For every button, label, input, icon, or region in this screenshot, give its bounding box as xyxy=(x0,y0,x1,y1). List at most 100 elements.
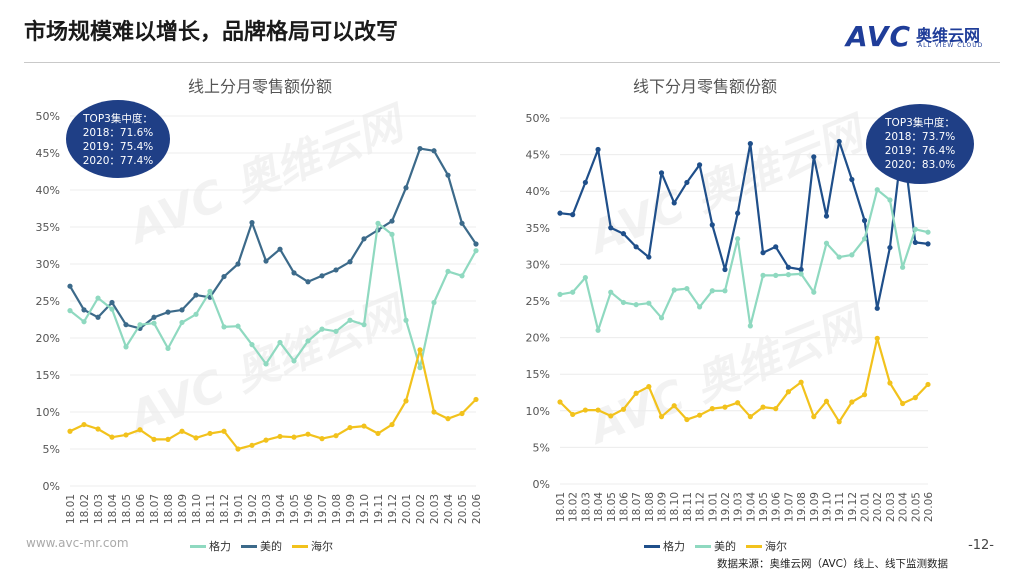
data-point xyxy=(595,407,601,413)
x-tick-label: 19.11 xyxy=(834,492,846,522)
data-point xyxy=(263,437,269,443)
data-point xyxy=(823,213,830,219)
x-tick-label: 20.04 xyxy=(898,492,910,522)
data-point xyxy=(747,414,753,420)
page-title: 市场规模难以增长，品牌格局可以改写 xyxy=(24,20,399,45)
data-point xyxy=(431,299,437,306)
legend-swatch xyxy=(695,544,711,548)
data-point xyxy=(193,292,199,298)
data-point xyxy=(646,254,652,260)
data-point xyxy=(773,244,779,250)
y-tick-label: 45% xyxy=(36,147,60,160)
series-line xyxy=(69,348,477,451)
x-tick-label: 18.05 xyxy=(606,492,618,522)
data-point xyxy=(459,410,465,417)
data-point xyxy=(874,305,880,311)
data-point xyxy=(333,267,339,273)
y-tick-label: 5% xyxy=(533,441,550,454)
data-point xyxy=(760,272,766,278)
data-point xyxy=(735,236,741,242)
data-point xyxy=(473,248,479,254)
data-point xyxy=(333,433,339,439)
bubble-line: 2019：76.4% xyxy=(884,145,956,157)
data-point xyxy=(67,283,73,289)
data-point xyxy=(123,344,129,350)
data-point xyxy=(151,320,157,326)
data-point xyxy=(137,427,143,433)
data-point xyxy=(823,240,830,246)
data-point xyxy=(836,254,842,260)
x-tick-label: 18.05 xyxy=(121,494,133,524)
data-point xyxy=(151,436,157,442)
data-point xyxy=(595,146,601,153)
data-point xyxy=(633,244,639,250)
data-point xyxy=(291,270,297,276)
legend-item: 美的 xyxy=(695,538,736,554)
x-tick-label: 18.02 xyxy=(568,492,580,522)
x-tick-label: 18.08 xyxy=(644,492,656,522)
data-point xyxy=(836,138,842,145)
data-point xyxy=(263,361,269,367)
x-tick-label: 18.07 xyxy=(631,492,643,522)
bubble-line: 2020：77.4% xyxy=(82,155,154,167)
data-point xyxy=(722,288,728,294)
data-point xyxy=(696,162,703,168)
logo-sub: ALL VIEW CLOUD xyxy=(918,42,984,49)
data-point xyxy=(646,384,652,390)
data-point xyxy=(671,287,677,293)
data-point xyxy=(305,431,311,437)
bubble-line: 2019：75.4% xyxy=(82,141,154,153)
data-point xyxy=(861,392,868,398)
x-tick-label: 19.05 xyxy=(758,492,770,522)
data-point xyxy=(925,241,931,247)
data-point xyxy=(887,197,893,203)
series-line xyxy=(559,188,929,332)
legend-item: 格力 xyxy=(190,538,231,554)
legend-swatch xyxy=(241,544,257,548)
chart-title: 线上分月零售额份额 xyxy=(188,77,332,96)
data-point xyxy=(81,319,87,325)
x-tick-label: 19.07 xyxy=(783,492,795,522)
data-point xyxy=(473,396,479,403)
x-tick-label: 19.11 xyxy=(373,494,385,524)
data-point xyxy=(109,434,115,440)
data-point xyxy=(431,409,437,415)
data-point xyxy=(773,272,779,278)
data-point xyxy=(811,154,817,160)
data-point xyxy=(81,421,87,428)
data-point xyxy=(658,315,665,321)
data-point xyxy=(193,311,199,317)
y-tick-label: 25% xyxy=(36,295,60,308)
offline-legend: 格力 美的 海尔 xyxy=(644,538,787,554)
data-point xyxy=(109,299,115,306)
y-tick-label: 10% xyxy=(36,406,60,419)
data-point xyxy=(925,381,931,388)
chart-title: 线下分月零售额份额 xyxy=(633,77,777,96)
online-legend: 格力 美的 海尔 xyxy=(190,538,333,554)
x-tick-label: 19.10 xyxy=(821,492,833,522)
data-point xyxy=(165,345,171,351)
series-line xyxy=(69,222,477,369)
legend-item: 海尔 xyxy=(292,538,333,554)
x-tick-label: 18.06 xyxy=(618,492,630,522)
data-point xyxy=(389,421,395,428)
data-point xyxy=(861,217,868,224)
data-point xyxy=(417,365,423,371)
legend-item: 海尔 xyxy=(746,538,787,554)
data-point xyxy=(403,398,409,404)
data-point xyxy=(811,289,817,295)
x-tick-label: 18.04 xyxy=(107,494,119,524)
data-point xyxy=(291,434,297,440)
data-point xyxy=(709,406,715,412)
y-tick-label: 20% xyxy=(526,332,550,345)
legend-label: 美的 xyxy=(260,540,282,553)
legend-label: 格力 xyxy=(209,540,231,553)
data-point xyxy=(696,412,703,418)
y-tick-label: 40% xyxy=(526,185,550,198)
data-point xyxy=(760,250,766,256)
data-point xyxy=(874,335,880,341)
x-tick-label: 18.06 xyxy=(135,494,147,524)
data-point xyxy=(319,273,325,279)
y-tick-label: 20% xyxy=(36,332,60,345)
data-point xyxy=(620,406,627,412)
